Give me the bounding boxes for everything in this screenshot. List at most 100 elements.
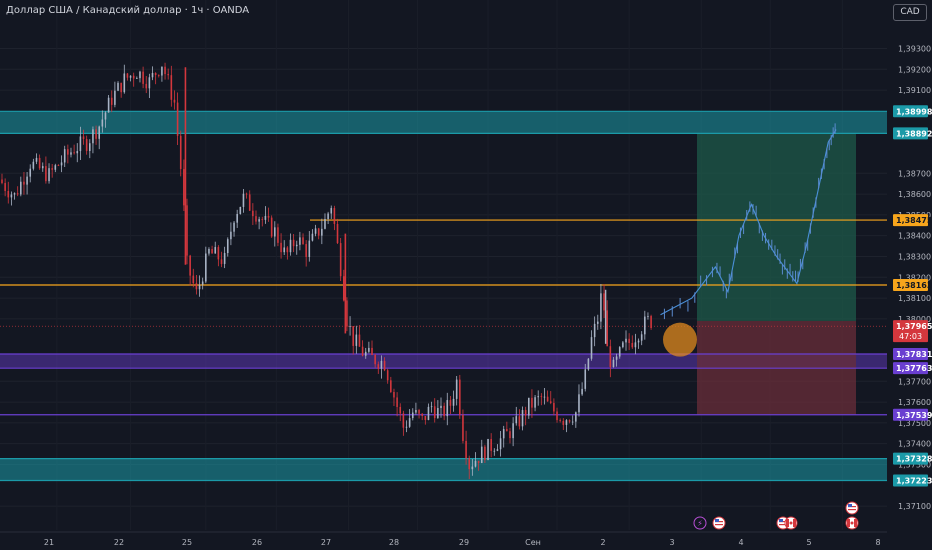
- y-tick-label: 1,39200: [898, 65, 931, 74]
- candle-body: [603, 293, 605, 311]
- candle-body: [622, 342, 624, 348]
- price-label-text: 1,38475: [896, 216, 932, 225]
- y-tick-label: 1,37500: [898, 419, 931, 428]
- candle-body: [208, 249, 210, 254]
- event-ring: [693, 516, 707, 530]
- candle-body: [23, 181, 25, 185]
- candle-body: [126, 73, 129, 78]
- candle-body: [575, 412, 577, 422]
- candle-body: [471, 466, 474, 470]
- candle-body: [437, 408, 439, 419]
- price-label-text: 1,37831: [896, 350, 932, 359]
- position-tool[interactable]: [697, 133, 856, 415]
- candle-body: [484, 446, 486, 460]
- candle-body: [430, 406, 433, 408]
- x-tick-label: 21: [44, 538, 54, 547]
- event-glyph: ⚡: [697, 519, 703, 528]
- candle-body: [618, 347, 621, 357]
- candle-body: [587, 358, 590, 370]
- candle-body: [214, 247, 217, 254]
- y-tick-label: 1,38300: [898, 252, 931, 261]
- candle-body: [277, 227, 279, 243]
- candle-body: [506, 429, 508, 432]
- candle-body: [477, 460, 480, 464]
- candle-body: [305, 244, 307, 257]
- candle-body: [415, 410, 417, 413]
- candle-body: [217, 247, 220, 260]
- y-tick-label: 1,37700: [898, 377, 931, 386]
- candle-body: [98, 126, 101, 139]
- y-tick-label: 1,38100: [898, 294, 931, 303]
- entry-circle: [663, 322, 697, 357]
- candle-body: [123, 73, 126, 93]
- candle-body: [261, 219, 264, 220]
- candle-body: [452, 398, 455, 406]
- us-flag-icon: [712, 516, 726, 530]
- candle-body: [41, 166, 44, 169]
- candle-body: [352, 326, 354, 346]
- candle-body: [361, 346, 364, 356]
- candle-body: [509, 431, 511, 439]
- candle-body: [502, 429, 505, 439]
- candle-body: [556, 411, 558, 421]
- candle-body: [239, 206, 242, 215]
- candle-body: [528, 397, 530, 416]
- candle-body: [173, 99, 176, 103]
- price-label-purple: [893, 362, 928, 375]
- candle-body: [543, 396, 546, 398]
- x-tick-label: 26: [252, 538, 262, 547]
- x-tick-label: 22: [114, 538, 124, 547]
- price-label-teal: [893, 127, 928, 140]
- candle-body: [421, 413, 423, 416]
- candle-body: [289, 239, 292, 253]
- candle-body: [374, 355, 376, 365]
- candle-body: [245, 193, 248, 195]
- candle-body: [82, 136, 85, 140]
- candle-body: [67, 149, 69, 155]
- candle-body: [13, 193, 16, 195]
- x-tick-label: 8: [875, 538, 880, 547]
- candle-body: [342, 276, 345, 301]
- us-flag-icon: [845, 501, 859, 515]
- candle-body: [606, 310, 608, 347]
- price-label-text: 1,37539: [896, 411, 932, 420]
- y-tick-label: 1,37300: [898, 460, 931, 469]
- zone-fills: [0, 111, 887, 481]
- candle-body: [267, 215, 270, 218]
- candle-body: [371, 347, 373, 356]
- currency-button[interactable]: CAD: [893, 4, 927, 21]
- flag-canton: [848, 504, 852, 507]
- candle-body: [590, 337, 593, 359]
- candle-body: [531, 397, 533, 408]
- candle-body: [468, 458, 471, 470]
- candle-body: [142, 71, 144, 84]
- y-tick-label: 1,37400: [898, 440, 931, 449]
- candle-body: [408, 418, 411, 427]
- candle-body: [230, 231, 232, 240]
- x-tick-label: 4: [738, 538, 743, 547]
- candle-body: [136, 78, 138, 79]
- time-axis[interactable]: 21 22 25 26 27 28 29 Сен 2 3 4 5 8: [0, 531, 887, 547]
- price-axis[interactable]: 1,393001,392001,391001,387001,386001,385…: [888, 0, 932, 550]
- zone-teal: [0, 111, 887, 134]
- candle-body: [496, 449, 499, 451]
- candle-body: [383, 360, 386, 371]
- candle-body: [164, 66, 166, 75]
- price-label-orange: [893, 278, 928, 291]
- candle-body: [380, 360, 383, 369]
- candle-body: [292, 239, 295, 247]
- flag-leaf: [789, 521, 793, 525]
- candle-body: [295, 244, 298, 247]
- candle-body: [474, 460, 477, 467]
- candle-body: [427, 406, 430, 420]
- candle-body: [223, 253, 226, 264]
- candle-body: [110, 97, 113, 105]
- candle-body: [154, 73, 157, 76]
- candle-body: [16, 193, 19, 195]
- candle-body: [157, 75, 160, 76]
- candle-body: [411, 412, 414, 419]
- candle-body: [418, 410, 420, 414]
- y-tick-label: 1,39100: [898, 86, 931, 95]
- candle-body: [364, 351, 367, 356]
